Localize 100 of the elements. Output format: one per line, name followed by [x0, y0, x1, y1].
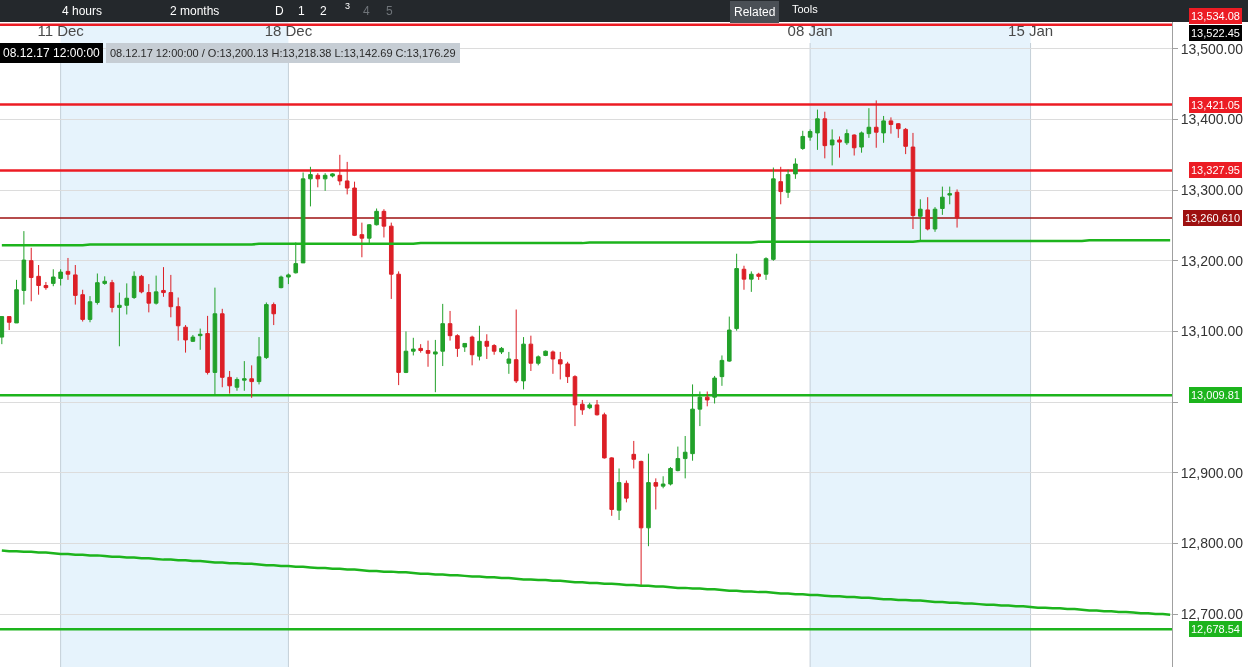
candlestick [557, 351, 563, 380]
candlestick [43, 281, 49, 291]
candlestick [21, 230, 27, 306]
text: 4 [363, 4, 370, 18]
candlestick [300, 171, 306, 264]
candlestick [822, 111, 828, 159]
candlestick [117, 292, 122, 347]
y-tick-label: 12,800.00 [1180, 535, 1244, 552]
candlestick [881, 115, 886, 144]
candlestick [888, 116, 894, 135]
candlestick [388, 222, 394, 300]
candlestick [947, 186, 953, 205]
candlestick [197, 328, 203, 351]
candlestick [50, 268, 56, 287]
x-tick-label: 11 Dec [37, 21, 85, 39]
text: 3 [345, 1, 351, 11]
candlestick [580, 399, 585, 416]
candlestick [712, 375, 717, 404]
candlestick [785, 169, 791, 199]
candlestick [168, 274, 174, 318]
candlestick [697, 390, 703, 427]
candlestick [131, 270, 137, 300]
ref-line-label: 13,421.05 [1191, 99, 1240, 111]
candlestick [925, 196, 930, 231]
candlestick [572, 374, 578, 427]
x-tick-label: 08 Jan [787, 21, 833, 39]
candlestick [660, 475, 666, 489]
candlestick [337, 154, 343, 186]
candlestick [535, 354, 541, 366]
candlestick [763, 256, 769, 281]
candlestick [6, 316, 12, 331]
y-tick-label: 13,500.00 [1180, 40, 1244, 57]
candlestick [829, 128, 835, 166]
candlestick [80, 289, 85, 323]
y-tick-label: 13,100.00 [1180, 323, 1244, 340]
candlestick [895, 122, 901, 139]
candlestick [954, 188, 960, 229]
candlestick [638, 460, 644, 586]
candlestick [146, 283, 152, 313]
text: 4 hours [62, 4, 103, 18]
candlestick [109, 279, 115, 313]
y-tick-label: 12,900.00 [1180, 464, 1244, 481]
y-tick-label: 13,400.00 [1180, 111, 1244, 128]
ref-line-label: 12,678.54 [1191, 623, 1240, 635]
y-tick-label: 13,300.00 [1180, 182, 1244, 199]
candlestick [73, 264, 78, 306]
candlestick [28, 247, 34, 302]
candlestick [286, 273, 291, 285]
candlestick [602, 412, 607, 460]
candlestick [264, 301, 269, 360]
candlestick [837, 135, 842, 159]
candlestick [425, 340, 431, 368]
text: Related [734, 5, 776, 19]
candlestick [528, 335, 534, 372]
candlestick [932, 206, 938, 233]
candlestick [271, 301, 277, 326]
candlestick [14, 279, 19, 324]
ref-line-label: 13,327.95 [1191, 164, 1240, 176]
candlestick [815, 109, 820, 151]
candlestick [513, 309, 519, 384]
x-tick-label: 18 Dec [264, 21, 313, 39]
candlestick [102, 275, 108, 284]
candlestick [293, 241, 299, 274]
candlestick [139, 274, 144, 294]
annotation: 08.12.17 12:00:00 [3, 46, 101, 60]
candlestick [903, 127, 908, 155]
ref-line-label: 13,009.81 [1191, 389, 1240, 401]
candlestick [344, 161, 350, 195]
candlestick [249, 364, 254, 399]
candlestick [0, 316, 5, 345]
candlestick [190, 334, 196, 343]
candlestick [756, 273, 761, 281]
candlestick [609, 456, 615, 517]
candlestick [521, 336, 526, 390]
candlestick [873, 99, 879, 149]
ref-line-label: 13,260.610 [1185, 212, 1241, 224]
candlestick [462, 342, 468, 353]
candlestick [594, 399, 600, 416]
y-tick-label: 13,200.00 [1180, 252, 1244, 269]
candlestick [859, 131, 864, 154]
candlestick [322, 172, 328, 192]
candlestick [330, 172, 335, 178]
candlestick [719, 354, 725, 387]
x-tick-label: 15 Jan [1008, 21, 1054, 39]
candlestick [484, 333, 490, 360]
text: D [275, 4, 284, 18]
text: 2 [320, 4, 327, 18]
candlestick [256, 336, 262, 385]
text: 1 [298, 4, 305, 18]
candlestick [58, 268, 63, 287]
text: 5 [386, 4, 393, 18]
candlestick [161, 266, 166, 298]
candlestick [624, 479, 629, 503]
candlestick [87, 295, 93, 323]
candlestick [234, 376, 240, 392]
candlestick [65, 257, 71, 281]
candlestick [616, 467, 622, 521]
y-tick-label: 12,700.00 [1180, 605, 1244, 622]
candlestick [447, 310, 453, 342]
candlestick [778, 166, 784, 205]
